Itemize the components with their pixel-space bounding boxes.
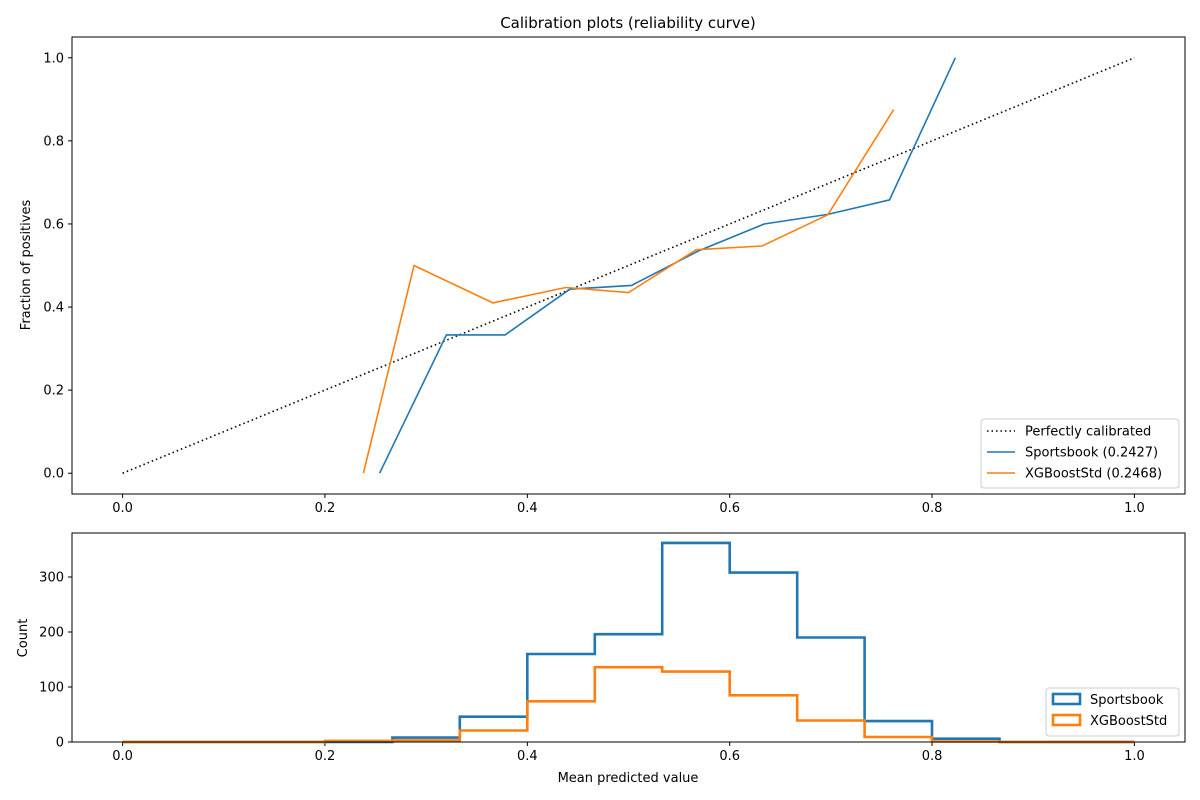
top-y-tick-label: 0.2	[43, 384, 64, 399]
bottom-x-tick-label: 0.8	[922, 749, 943, 764]
top-x-tick-label: 0.8	[922, 501, 943, 516]
bottom-legend-swatch	[1051, 713, 1082, 727]
top-legend-label: XGBoostStd (0.2468)	[1025, 467, 1162, 482]
series-line-2	[362, 109, 895, 474]
bottom-x-tick-label: 0.0	[112, 749, 133, 764]
top-y-tick-label: 1.0	[43, 51, 64, 66]
bottom-x-axis-label: Mean predicted value	[558, 771, 699, 786]
top-x-tick-label: 1.0	[1124, 501, 1145, 516]
bottom-x-tick-label: 0.2	[315, 749, 336, 764]
histogram-plot: 0.0 0.2 0.4 0.6 0.8 1.0 0 100 200 300 Sportsbook XG…	[39, 532, 1186, 764]
histogram-step-1	[122, 665, 1135, 744]
top-y-tick-label: 0.4	[43, 301, 64, 316]
top-y-tick-label: 0.0	[43, 467, 64, 482]
chart-title: Calibration plots (reliability curve)	[500, 14, 756, 32]
calibration-plot: 0.0 0.2 0.4 0.6 0.8 1.0 0.0 0.2 0.4 0.6 0.8 1.0 Perf…	[43, 36, 1186, 516]
bottom-x-tick-label: 0.6	[719, 749, 740, 764]
top-legend-box	[980, 418, 1180, 489]
top-legend-label: Sportsbook (0.2427)	[1025, 446, 1158, 461]
top-x-tick-label: 0.4	[517, 501, 538, 516]
bottom-y-axis-label: Count	[16, 619, 31, 658]
bottom-y-tick-label: 0	[56, 736, 64, 751]
bottom-y-tick-label: 200	[39, 626, 64, 641]
bottom-plot-frame	[71, 532, 1186, 743]
top-x-tick-label: 0.6	[719, 501, 740, 516]
top-y-axis-label: Fraction of positives	[19, 200, 34, 331]
bottom-y-tick-label: 100	[39, 681, 64, 696]
series-line-1	[378, 57, 957, 474]
bottom-legend-swatch	[1051, 692, 1082, 706]
bottom-x-tick-label: 0.4	[517, 749, 538, 764]
top-y-tick-label: 0.6	[43, 217, 64, 232]
top-y-tick-label: 0.8	[43, 134, 64, 149]
bottom-legend-label: Sportsbook	[1090, 693, 1164, 708]
top-x-tick-label: 0.2	[315, 501, 336, 516]
top-legend-label: Perfectly calibrated	[1025, 425, 1151, 440]
top-x-tick-label: 0.0	[112, 501, 133, 516]
top-plot-frame	[71, 36, 1186, 495]
bottom-x-tick-label: 1.0	[1124, 749, 1145, 764]
bottom-y-tick-label: 300	[39, 571, 64, 586]
bottom-legend-label: XGBoostStd	[1090, 714, 1167, 729]
